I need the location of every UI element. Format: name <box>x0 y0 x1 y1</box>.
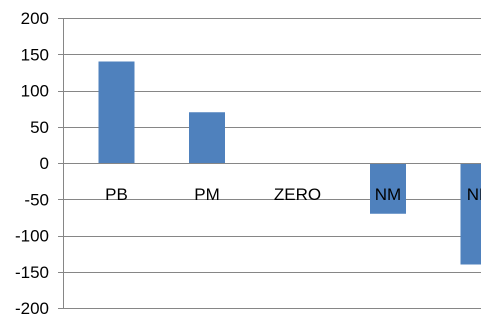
y-tick-labels: 200 150 100 50 0 -50 -100 -150 -200 <box>15 9 49 318</box>
y-tick-label: -100 <box>15 227 49 246</box>
y-tick-label: 0 <box>40 154 49 173</box>
bar <box>460 163 481 265</box>
y-tick-label: 150 <box>21 45 49 64</box>
y-tick-label: -200 <box>15 299 49 318</box>
category-labels: PB PM ZERO NM NB <box>105 185 481 204</box>
x-category-label: NB <box>467 185 481 204</box>
y-tick-label: 100 <box>21 82 49 101</box>
x-category-label: ZERO <box>274 185 321 204</box>
y-tick-label: 200 <box>21 9 49 28</box>
bar <box>370 163 406 214</box>
y-tick-label: 50 <box>30 118 49 137</box>
bar <box>98 61 135 163</box>
x-category-label: PM <box>194 185 220 204</box>
x-category-label: NM <box>375 185 401 204</box>
y-tick-label: -50 <box>24 190 49 209</box>
x-category-label: PB <box>105 185 128 204</box>
bars <box>98 61 481 265</box>
axis <box>63 18 481 308</box>
y-tick-label: -150 <box>15 263 49 282</box>
bar <box>189 112 225 163</box>
